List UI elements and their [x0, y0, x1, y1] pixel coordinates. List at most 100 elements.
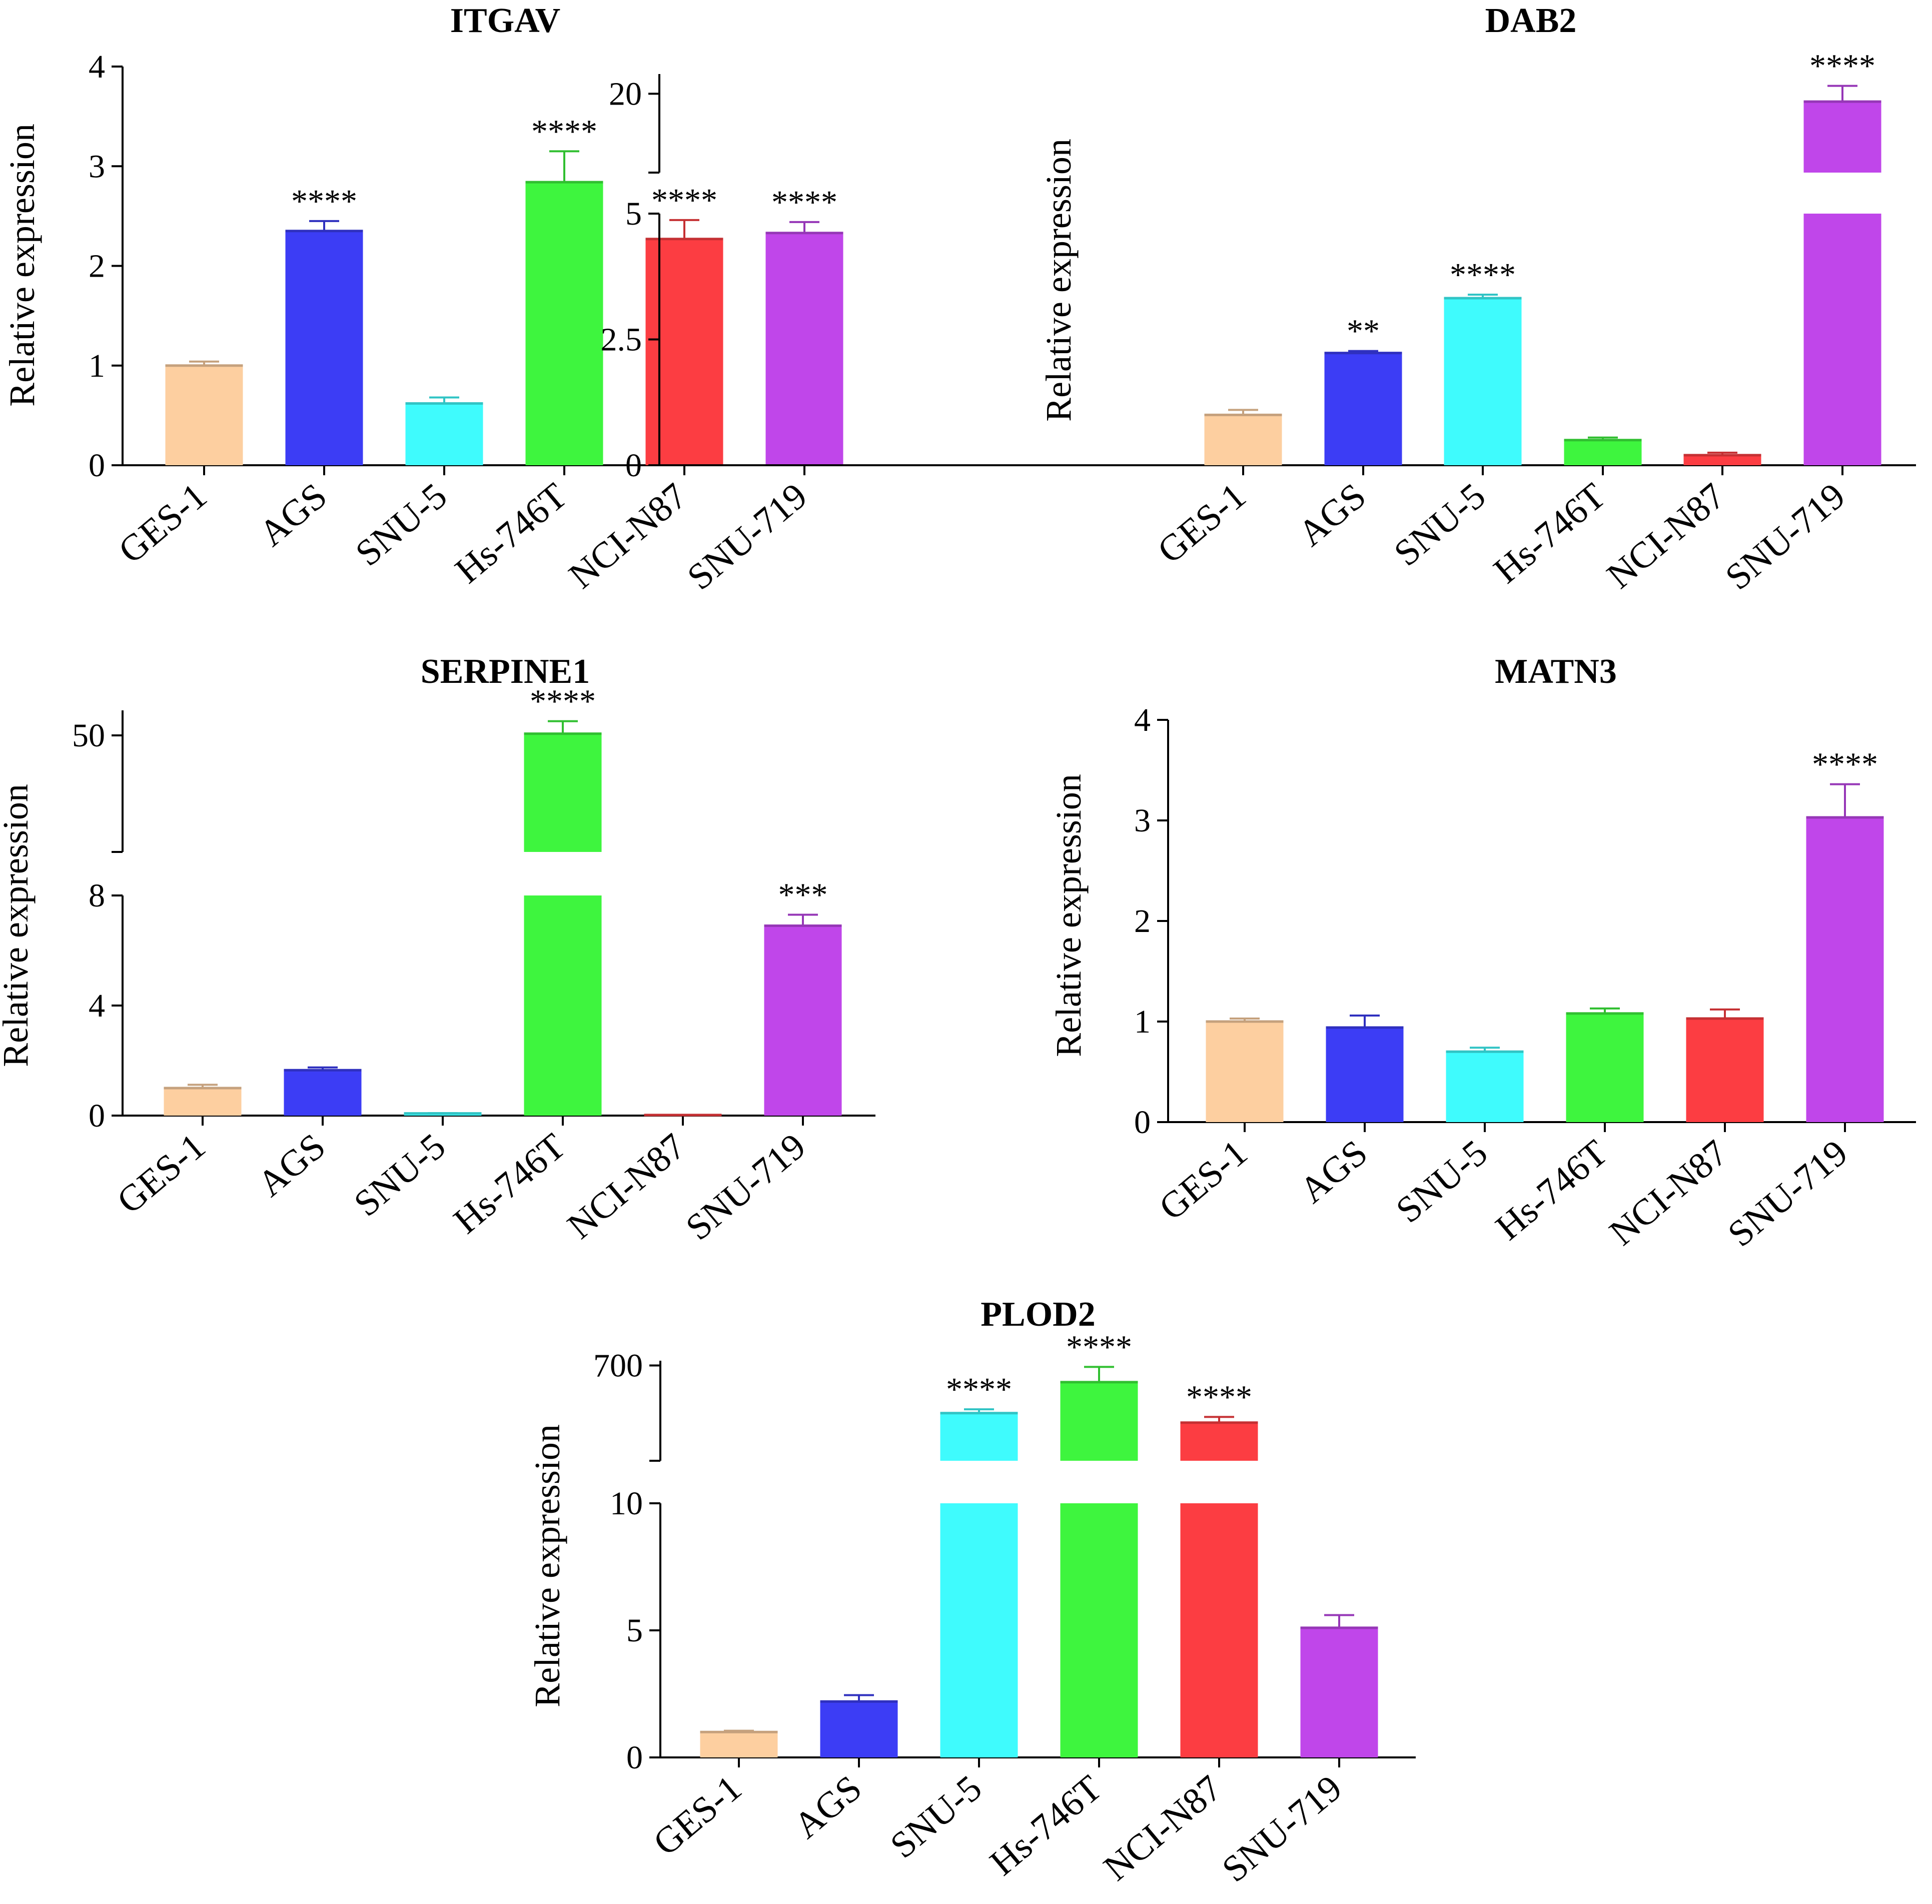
y-axis-label: Relative expression: [1039, 139, 1079, 422]
y-tick-label: 0: [1134, 1104, 1151, 1141]
y-tick-label: 50: [72, 717, 105, 754]
x-tick-label: Hs-746T: [446, 1126, 573, 1242]
bar: [1803, 214, 1881, 465]
bar: [285, 231, 363, 465]
significance-label: **: [1347, 313, 1380, 350]
y-tick-label: 5: [625, 196, 642, 232]
x-tick-label: SNU-719: [1718, 475, 1853, 598]
y-tick-label: 5: [626, 1612, 643, 1649]
significance-label: ****: [1812, 746, 1878, 783]
y-tick-label: 0: [626, 1739, 643, 1776]
bar: [1686, 1018, 1764, 1122]
x-tick-label: SNU-5: [1387, 475, 1493, 574]
y-tick-label: 3: [1134, 802, 1151, 839]
chart-panel-itgav: ITGAV Relative expression 0 1 2 3 4 GES-1 AGS ***…: [2, 2, 875, 598]
y-tick-label: 2: [89, 248, 105, 285]
y-tick-label: 4: [1134, 702, 1151, 738]
bar: [165, 365, 243, 465]
x-tick-label: GES-1: [1150, 475, 1254, 571]
y-axis-label: Relative expression: [2, 124, 42, 407]
x-tick-label: SNU-5: [347, 1126, 453, 1225]
chart-title: PLOD2: [981, 1295, 1095, 1334]
bar: [764, 925, 842, 1116]
bar: [524, 733, 602, 852]
bar: [940, 1503, 1018, 1757]
significance-label: ***: [778, 877, 828, 913]
bar: [1806, 817, 1884, 1122]
bar: [524, 895, 602, 1116]
x-tick-label: Hs-746T: [983, 1767, 1110, 1883]
x-tick-label: SNU-5: [348, 475, 455, 574]
y-tick-label: 10: [610, 1485, 643, 1522]
y-tick-label: 2: [1134, 903, 1151, 939]
significance-label: ****: [1450, 257, 1516, 293]
bar: [164, 1088, 242, 1116]
significance-label: ****: [291, 183, 357, 220]
x-tick-label: NCI-N87: [1096, 1767, 1230, 1888]
bar: [1564, 440, 1642, 465]
x-tick-label: SNU-5: [883, 1767, 990, 1866]
significance-label: ****: [530, 683, 596, 720]
bar: [1300, 1627, 1378, 1757]
y-tick-label: 0: [89, 447, 105, 484]
bar: [765, 233, 843, 465]
bar: [1446, 1052, 1524, 1122]
bar: [1060, 1382, 1138, 1461]
bar: [1206, 1022, 1284, 1122]
bar: [1324, 353, 1402, 465]
x-tick-label: SNU-719: [1215, 1767, 1350, 1890]
significance-label: ****: [531, 113, 597, 150]
bar: [284, 1070, 362, 1116]
y-tick-label: 4: [89, 988, 105, 1024]
bar: [1803, 102, 1881, 173]
bar: [405, 403, 483, 465]
x-tick-label: NCI-N87: [1599, 475, 1733, 596]
x-tick-label: AGS: [252, 475, 335, 554]
y-tick-label: 4: [89, 49, 105, 85]
x-tick-label: Hs-746T: [448, 475, 575, 591]
chart-panel-serpine1: SERPINE1 Relative expression 0 4 8 50 GES-1 AGS…: [0, 652, 875, 1248]
x-tick-label: SNU-719: [678, 1126, 813, 1248]
significance-label: ****: [1809, 48, 1875, 85]
x-tick-label: SNU-5: [1389, 1132, 1495, 1231]
x-tick-label: GES-1: [1152, 1132, 1255, 1228]
x-tick-label: NCI-N87: [1602, 1132, 1735, 1253]
bar: [1444, 298, 1522, 465]
chart-title: DAB2: [1485, 2, 1577, 40]
x-tick-label: Hs-746T: [1486, 475, 1613, 591]
bar: [1326, 1028, 1404, 1122]
chart-title: SERPINE1: [421, 652, 590, 691]
y-axis-label: Relative expression: [527, 1424, 567, 1707]
bar: [1180, 1503, 1258, 1757]
y-tick-label: 700: [593, 1348, 643, 1384]
x-tick-label: SNU-719: [680, 475, 815, 598]
significance-label: ****: [771, 184, 837, 221]
y-tick-label: 2.5: [601, 322, 642, 358]
y-tick-label: 1: [1134, 1004, 1151, 1040]
bar: [645, 239, 723, 465]
x-tick-label: SNU-719: [1720, 1132, 1855, 1255]
significance-label: ****: [946, 1371, 1012, 1408]
bar: [820, 1701, 898, 1757]
bar: [940, 1413, 1018, 1461]
bar: [700, 1732, 778, 1757]
bar: [1180, 1422, 1258, 1461]
x-tick-label: NCI-N87: [561, 475, 695, 596]
y-tick-label: 0: [89, 1098, 105, 1134]
bar: [1060, 1503, 1138, 1757]
y-tick-label: 3: [89, 148, 105, 185]
significance-label: ****: [651, 182, 717, 219]
x-tick-label: AGS: [250, 1126, 333, 1205]
y-tick-label: 0: [625, 447, 642, 484]
significance-label: ****: [1066, 1329, 1132, 1365]
y-tick-label: 20: [609, 76, 642, 112]
chart-title: MATN3: [1495, 652, 1617, 691]
x-tick-label: AGS: [786, 1767, 869, 1846]
y-tick-label: 8: [89, 877, 105, 914]
x-tick-label: Hs-746T: [1488, 1132, 1615, 1248]
chart-title: ITGAV: [450, 2, 560, 40]
x-tick-label: GES-1: [110, 1126, 213, 1222]
